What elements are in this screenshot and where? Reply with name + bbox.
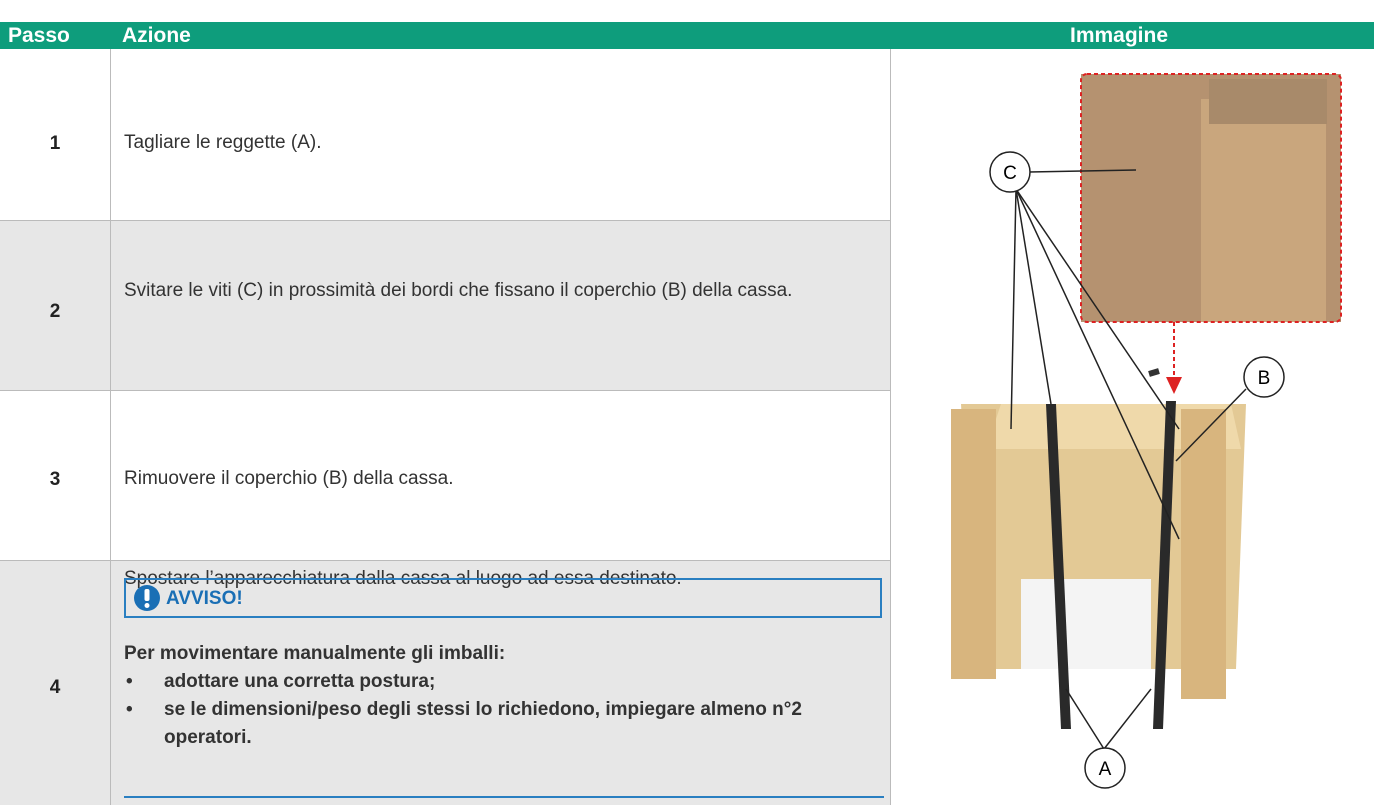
header-action: Azione — [122, 24, 191, 47]
table-header: Passo Azione Immagine — [0, 22, 1374, 49]
step: 2 — [49, 301, 61, 322]
action: Rimuovere il coperchio (B) della cassa. — [124, 468, 454, 489]
warning-icon — [134, 585, 160, 611]
header-image: Immagine — [1070, 24, 1169, 47]
warning-item: adottare una corretta postura; — [126, 668, 884, 696]
warning-intro: Per movimentare manualmente gli imballi: — [124, 643, 506, 664]
divider — [110, 49, 111, 805]
label-a: A — [1099, 759, 1112, 780]
step: 3 — [49, 469, 61, 490]
warning-title: AVVISO! — [166, 588, 243, 609]
step: 1 — [49, 133, 61, 154]
action: Svitare le viti (C) in prossimità dei bo… — [124, 280, 793, 301]
warning-body: Per movimentare manualmente gli imballi:… — [124, 640, 884, 752]
label-b: B — [1258, 368, 1271, 389]
warning-box: AVVISO! — [124, 578, 882, 618]
row: 1 Tagliare le reggette (A). — [0, 49, 890, 221]
label-c: C — [1003, 163, 1017, 184]
action: Tagliare le reggette (A). — [124, 132, 322, 153]
header-step: Passo — [8, 24, 70, 47]
divider — [890, 49, 891, 805]
warning-rule — [124, 796, 884, 798]
step: 4 — [49, 677, 61, 698]
row: 3 Rimuovere il coperchio (B) della cassa… — [0, 391, 890, 561]
warning-item: se le dimensioni/peso degli stessi lo ri… — [126, 696, 884, 752]
crate-illustration: C B A — [951, 73, 1342, 789]
row: 2 Svitare le viti (C) in prossimità dei … — [0, 221, 890, 391]
